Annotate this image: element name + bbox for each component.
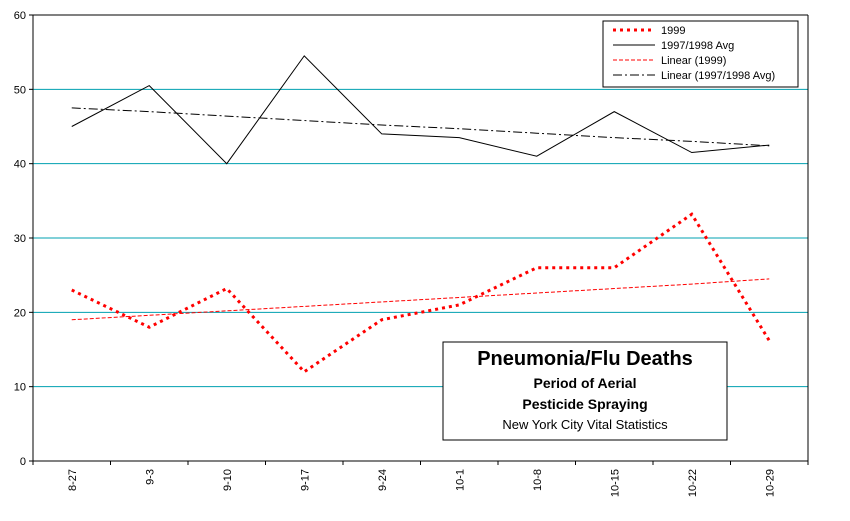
y-tick-label: 10 — [14, 382, 26, 394]
x-tick-label: 10-29 — [764, 469, 776, 497]
x-tick-label: 8-27 — [67, 469, 79, 491]
legend: 1999 1997/1998 Avg Linear (1999) Linear (19… — [602, 20, 799, 88]
x-tick-label: 9-10 — [222, 469, 234, 491]
x-tick-label: 10-22 — [687, 469, 699, 497]
series-line-3 — [71, 107, 770, 147]
x-tick-label: 9-24 — [377, 469, 389, 491]
legend-label: Linear (1999) — [661, 55, 726, 67]
legend-label: 1999 — [661, 25, 685, 37]
series-lines — [71, 55, 771, 374]
x-tick-label: 10-1 — [454, 469, 466, 491]
x-tick-label: 9-17 — [299, 469, 311, 491]
y-tick-label: 0 — [20, 456, 26, 468]
y-tick-label: 30 — [14, 233, 26, 245]
x-tick-label: 9-3 — [144, 469, 156, 485]
y-tick-label: 20 — [14, 307, 26, 319]
annotation-frame — [442, 341, 728, 441]
annotation-line1: Period of Aerial — [534, 375, 637, 391]
y-tick-label: 40 — [14, 159, 26, 171]
annotation-line2: Pesticide Spraying — [522, 396, 647, 412]
legend-frame — [602, 20, 799, 88]
legend-label: Linear (1997/1998 Avg) — [661, 70, 775, 82]
y-tick-label: 60 — [14, 10, 26, 22]
x-tick-label: 10-8 — [532, 469, 544, 491]
series-line-1 — [71, 55, 770, 165]
annotation-title: Pneumonia/Flu Deaths — [477, 348, 693, 370]
legend-label: 1997/1998 Avg — [661, 40, 734, 52]
axes: 0 10 20 30 40 50 60 8-27 9-3 9-10 9-17 9-24 10-1 10-8… — [14, 10, 809, 497]
series-line-2 — [71, 278, 770, 321]
y-tick-label: 50 — [14, 84, 26, 96]
annotation-box: Pneumonia/Flu Deaths Period of Aerial Pe… — [442, 341, 728, 441]
x-tick-label: 10-15 — [609, 469, 621, 497]
annotation-source: New York City Vital Statistics — [502, 417, 668, 432]
